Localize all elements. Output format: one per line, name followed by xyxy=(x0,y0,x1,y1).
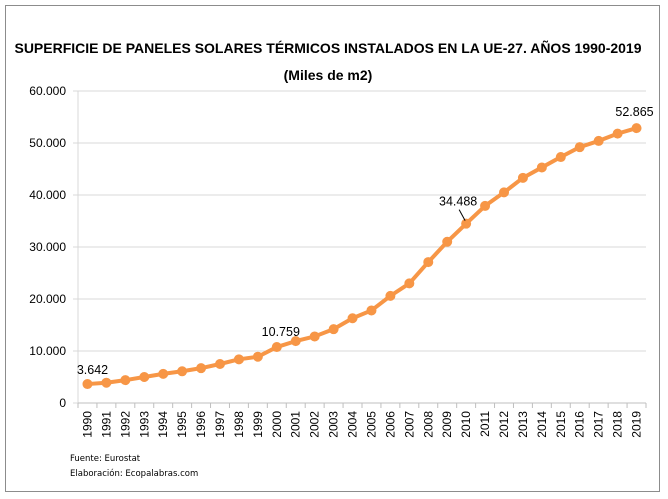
data-point xyxy=(271,342,282,353)
y-tick-label: 60.000 xyxy=(29,84,66,98)
x-tick-label: 2011 xyxy=(478,411,492,437)
credit-note: Elaboración: Ecopalabras.com xyxy=(70,469,199,479)
y-tick-label: 0 xyxy=(59,396,66,410)
data-point xyxy=(328,324,339,335)
data-point xyxy=(215,359,225,369)
x-tick-label: 2007 xyxy=(402,411,416,438)
data-point xyxy=(461,218,472,229)
data-point xyxy=(385,290,396,301)
y-tick-label: 10.000 xyxy=(29,344,66,358)
x-tick-label: 2004 xyxy=(346,411,360,438)
data-point xyxy=(290,336,301,347)
y-tick-label: 40.000 xyxy=(29,188,66,202)
data-point xyxy=(120,375,131,386)
chart-frame: SUPERFICIE DE PANELES SOLARES TÉRMICOS I… xyxy=(5,5,660,492)
x-tick-label: 1993 xyxy=(137,411,151,438)
x-tick-label: 1998 xyxy=(232,411,246,438)
y-tick-labels: 0 10.000 20.000 30.000 40.000 50.000 60.000 xyxy=(29,84,66,410)
data-point xyxy=(139,372,150,382)
x-tick-label: 2015 xyxy=(554,411,568,438)
data-point xyxy=(612,128,623,139)
x-tick-label: 2001 xyxy=(289,411,303,438)
x-tick-label: 1991 xyxy=(99,411,113,438)
x-tick-label: 1996 xyxy=(194,411,208,438)
leader-line xyxy=(458,209,466,221)
y-tick-label: 50.000 xyxy=(29,136,66,150)
data-label: 3.642 xyxy=(77,363,108,377)
x-tick-label: 2002 xyxy=(308,411,322,438)
data-point xyxy=(309,331,320,342)
x-tick-label: 1994 xyxy=(156,411,170,438)
data-point xyxy=(196,363,207,374)
series-line xyxy=(85,126,639,387)
data-point xyxy=(101,377,112,388)
y-tick-label: 30.000 xyxy=(29,240,66,254)
chart-title: SUPERFICIE DE PANELES SOLARES TÉRMICOS I… xyxy=(14,40,642,56)
x-tick-label: 2017 xyxy=(592,411,606,438)
x-tick-label: 1992 xyxy=(118,411,132,438)
x-tick-label: 2013 xyxy=(516,411,530,438)
x-tick-label: 2014 xyxy=(535,411,549,438)
data-point xyxy=(347,313,358,324)
data-point xyxy=(158,368,169,379)
data-point xyxy=(233,354,244,365)
axes xyxy=(73,90,647,408)
x-tick-labels: 1990 1991 1992 1993 1994 1995 1996 1997 1998 1999… xyxy=(80,411,643,438)
x-tick-label: 1999 xyxy=(251,411,265,438)
data-point xyxy=(631,123,642,134)
data-point xyxy=(252,351,263,362)
chart-subtitle: (Miles de m2) xyxy=(283,67,373,83)
x-tick-label: 2005 xyxy=(364,411,378,438)
data-label: 52.865 xyxy=(615,105,653,119)
x-tick-label: 2000 xyxy=(270,411,284,438)
x-tick-label: 2006 xyxy=(383,411,397,438)
data-point xyxy=(593,135,604,146)
gridlines xyxy=(78,90,646,352)
y-tick-label: 20.000 xyxy=(29,292,66,306)
data-labels: 3.642 10.759 34.488 52.865 xyxy=(77,105,654,377)
x-tick-label: 2018 xyxy=(611,411,625,438)
data-label: 34.488 xyxy=(439,195,477,209)
data-point xyxy=(480,200,491,211)
x-tick-label: 2003 xyxy=(327,411,341,438)
data-point xyxy=(82,379,93,390)
data-point xyxy=(555,152,566,163)
data-point xyxy=(574,142,585,153)
x-tick-label: 2009 xyxy=(440,411,454,438)
x-tick-label: 2016 xyxy=(573,411,587,438)
x-tick-label: 2008 xyxy=(421,411,435,438)
x-tick-label: 2012 xyxy=(497,411,511,438)
data-point xyxy=(517,172,528,183)
data-point xyxy=(442,236,453,247)
x-tick-label: 1995 xyxy=(175,411,189,438)
data-label: 10.759 xyxy=(262,325,300,339)
x-tick-label: 2010 xyxy=(459,411,473,438)
x-tick-label: 1997 xyxy=(213,411,227,438)
x-tick-label: 2019 xyxy=(630,411,644,438)
data-point xyxy=(423,257,434,268)
source-note: Fuente: Eurostat xyxy=(70,454,141,464)
x-tick-label: 1990 xyxy=(80,411,94,438)
data-point xyxy=(404,278,415,289)
data-point xyxy=(536,162,547,173)
data-series xyxy=(82,123,642,390)
data-point xyxy=(499,187,509,198)
data-point xyxy=(177,366,188,377)
data-point xyxy=(366,305,377,316)
